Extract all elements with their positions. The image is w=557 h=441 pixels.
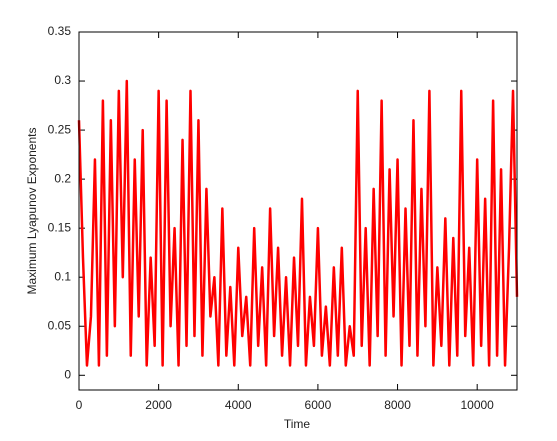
plot-frame [78, 31, 518, 391]
x-axis-label: Time [284, 417, 311, 431]
y-tick-label: 0.15 [48, 220, 72, 234]
data-line [77, 79, 519, 367]
y-axis-label: Maximum Lyapunov Exponents [25, 128, 39, 295]
x-tick-label: 8000 [384, 398, 411, 412]
y-tick-label: 0.05 [48, 318, 72, 332]
x-tick-label: 4000 [225, 398, 252, 412]
x-tick-label: 2000 [145, 398, 172, 412]
y-tick-label: 0.2 [54, 171, 71, 185]
x-tick-label: 0 [76, 398, 83, 412]
y-tick-label: 0.1 [54, 269, 71, 283]
y-tick-label: 0.25 [48, 122, 72, 136]
y-tick-label: 0 [64, 367, 71, 381]
x-tick-label: 6000 [305, 398, 332, 412]
y-tick-label: 0.3 [54, 73, 71, 87]
x-tick-label: 10000 [460, 398, 494, 412]
y-tick-label: 0.35 [48, 24, 72, 38]
